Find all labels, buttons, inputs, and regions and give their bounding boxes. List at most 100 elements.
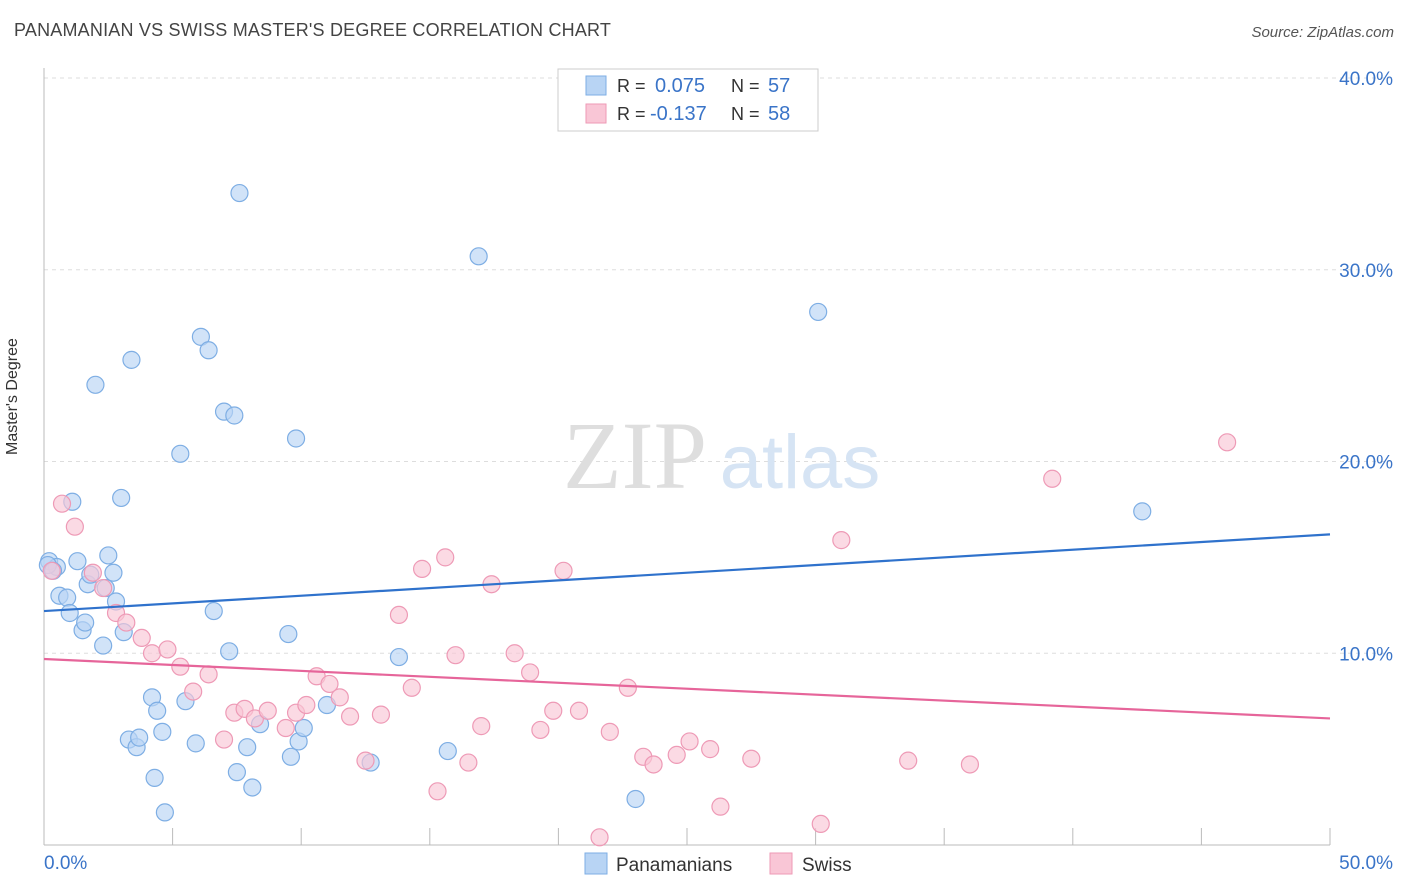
correlation-legend: R = 0.075 N = 57 R = -0.137 N = 58 (557, 68, 819, 132)
legend-r-value-1: 0.075 (655, 75, 705, 97)
point-swiss-26 (371, 705, 391, 724)
series-legend: Panamanians Swiss (584, 852, 852, 876)
bottom-legend-swatch-panamanians (584, 852, 608, 875)
point-panamanians-32 (199, 341, 218, 360)
point-swiss-1 (52, 494, 72, 513)
point-panamanians-39 (238, 738, 257, 757)
point-panamanians-26 (153, 722, 172, 741)
point-panamanians-36 (225, 406, 244, 425)
point-swiss-57 (1218, 433, 1237, 452)
point-panamanians-12 (94, 636, 113, 655)
axes-layer (43, 68, 1331, 846)
point-swiss-20 (297, 695, 316, 715)
point-panamanians-4 (60, 603, 79, 623)
point-panamanians-42 (279, 624, 298, 644)
point-panamanians-6 (68, 552, 87, 571)
point-swiss-52 (811, 814, 830, 834)
point-swiss-27 (389, 605, 409, 625)
point-swiss-24 (340, 707, 360, 726)
point-swiss-37 (521, 663, 540, 682)
bottom-legend-swatch-swiss (769, 852, 793, 875)
point-swiss-31 (436, 548, 455, 567)
point-panamanians-46 (294, 718, 313, 738)
point-panamanians-27 (155, 803, 174, 822)
point-swiss-7 (132, 628, 151, 648)
points-layer (38, 183, 1237, 847)
point-swiss-43 (600, 722, 619, 741)
point-panamanians-44 (286, 429, 306, 448)
point-swiss-22 (320, 674, 339, 694)
point-panamanians-3 (58, 588, 77, 607)
point-swiss-33 (459, 753, 478, 772)
point-panamanians-51 (469, 247, 488, 266)
legend-n-label-2: N = (731, 104, 760, 124)
point-panamanians-30 (186, 734, 205, 753)
point-swiss-39 (544, 701, 563, 720)
point-swiss-28 (402, 678, 421, 697)
legend-r-value-2: -0.137 (650, 103, 707, 125)
point-swiss-32 (446, 646, 465, 665)
watermark-zip: ZIP (563, 402, 707, 509)
point-swiss-44 (618, 678, 637, 697)
legend-n-label-1: N = (731, 76, 760, 96)
point-swiss-38 (531, 720, 550, 740)
point-panamanians-22 (130, 728, 149, 747)
trend-line-panamanians (43, 533, 1331, 613)
point-swiss-6 (117, 613, 136, 632)
point-panamanians-40 (243, 778, 262, 797)
point-panamanians-28 (171, 444, 190, 463)
point-panamanians-24 (145, 768, 164, 787)
point-swiss-30 (428, 782, 447, 801)
point-panamanians-35 (220, 642, 239, 661)
point-panamanians-37 (227, 763, 246, 782)
point-swiss-41 (569, 701, 589, 720)
trend-line-swiss (43, 657, 1331, 720)
point-panamanians-31 (191, 327, 210, 346)
x-tick-label-1: 50.0% (1339, 853, 1393, 874)
point-panamanians-19 (122, 350, 141, 369)
point-swiss-47 (667, 745, 686, 764)
point-swiss-8 (142, 644, 162, 663)
legend-n-value-2: 58 (768, 103, 790, 125)
y-tick-label-3: 40.0% (1339, 69, 1393, 90)
point-swiss-11 (184, 682, 203, 701)
point-panamanians-38 (230, 183, 249, 203)
point-swiss-17 (258, 701, 277, 720)
legend-swatch-panamanians (585, 75, 607, 96)
point-panamanians-25 (148, 701, 167, 720)
point-swiss-23 (330, 688, 349, 707)
point-swiss-42 (590, 828, 609, 847)
legend-r-label-1: R = (617, 76, 646, 96)
watermark-atlas: atlas (720, 420, 881, 505)
point-swiss-55 (960, 755, 980, 774)
point-swiss-29 (412, 559, 432, 578)
point-swiss-48 (680, 732, 699, 751)
legend-n-value-1: 57 (768, 75, 790, 97)
x-tick-label-0: 0.0% (44, 853, 87, 874)
point-panamanians-50 (438, 741, 457, 761)
point-swiss-49 (701, 740, 720, 759)
point-swiss-4 (94, 578, 113, 598)
point-swiss-36 (505, 644, 524, 663)
point-swiss-25 (356, 751, 375, 770)
point-panamanians-11 (86, 375, 105, 394)
point-panamanians-43 (281, 747, 301, 766)
point-swiss-56 (1043, 469, 1062, 488)
point-panamanians-14 (99, 546, 118, 565)
point-swiss-50 (711, 797, 730, 816)
point-swiss-13 (214, 730, 234, 749)
point-swiss-0 (42, 561, 61, 580)
point-swiss-12 (199, 665, 218, 684)
point-panamanians-17 (112, 488, 131, 508)
point-panamanians-33 (204, 601, 223, 621)
y-tick-label-0: 10.0% (1339, 644, 1393, 665)
point-panamanians-49 (389, 647, 409, 667)
legend-swatch-swiss (585, 103, 607, 124)
point-swiss-34 (472, 717, 491, 736)
labels-layer: 10.0% 20.0% 30.0% 40.0% 0.0% 50.0% (44, 69, 1393, 874)
legend-r-label-2: R = (617, 104, 646, 124)
point-swiss-40 (554, 561, 573, 580)
bottom-legend-label-swiss: Swiss (802, 855, 852, 876)
point-swiss-46 (644, 755, 663, 774)
